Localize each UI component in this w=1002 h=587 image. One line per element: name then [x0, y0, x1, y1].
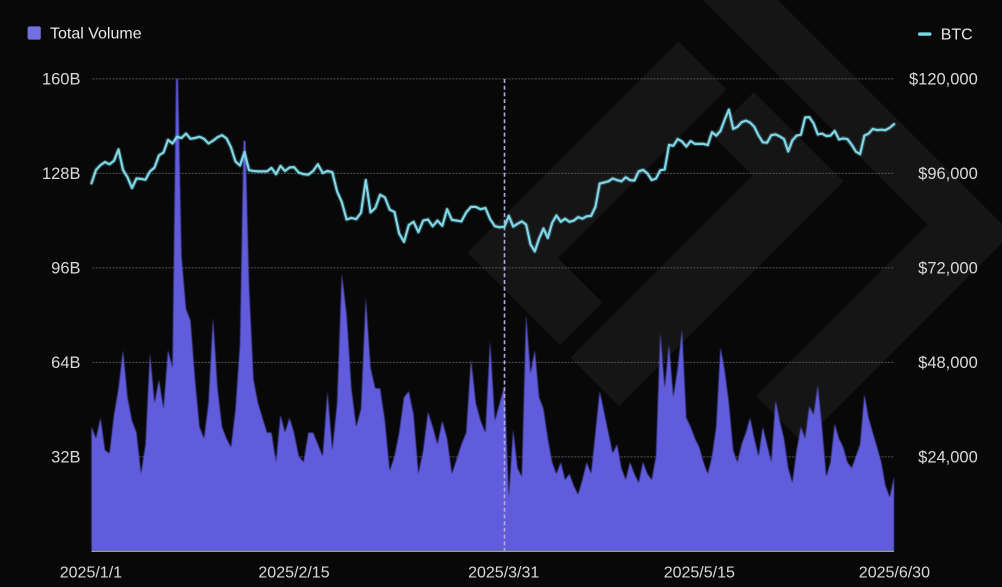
- svg-text:2025/3/31: 2025/3/31: [468, 564, 539, 581]
- svg-text:$24,000: $24,000: [918, 449, 978, 467]
- svg-text:128B: 128B: [42, 165, 81, 183]
- svg-text:160B: 160B: [42, 71, 81, 89]
- svg-text:96B: 96B: [51, 260, 80, 278]
- svg-text:2025/5/15: 2025/5/15: [664, 564, 735, 581]
- svg-text:$120,000: $120,000: [909, 71, 978, 89]
- svg-text:64B: 64B: [51, 354, 80, 372]
- svg-text:2025/2/15: 2025/2/15: [258, 564, 329, 581]
- svg-text:Total Volume: Total Volume: [50, 25, 142, 42]
- svg-text:$72,000: $72,000: [918, 260, 978, 278]
- svg-text:$48,000: $48,000: [918, 354, 978, 372]
- svg-text:2025/6/30: 2025/6/30: [859, 564, 930, 581]
- svg-text:32B: 32B: [51, 449, 80, 467]
- svg-text:$96,000: $96,000: [918, 165, 978, 183]
- svg-text:BTC: BTC: [941, 27, 973, 44]
- svg-text:2025/1/1: 2025/1/1: [60, 564, 122, 581]
